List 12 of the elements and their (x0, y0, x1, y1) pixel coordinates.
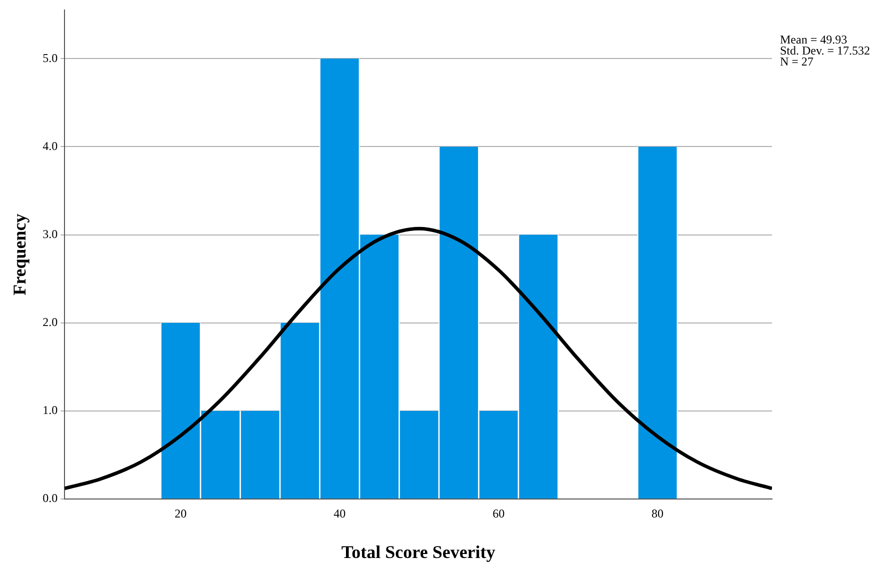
x-axis-title: Total Score Severity (341, 542, 496, 562)
y-tick-label: 2.0 (42, 315, 58, 330)
x-tick-label: 40 (334, 506, 346, 520)
y-tick-label: 5.0 (42, 50, 58, 65)
x-tick-label: 20 (174, 506, 187, 520)
y-tick-label: 3.0 (42, 226, 58, 241)
y-axis-title: Frequency (9, 214, 30, 296)
x-tick-label: 60 (492, 506, 505, 520)
x-tick-label: 80 (652, 506, 664, 520)
y-tick-label: 0.0 (42, 491, 58, 506)
y-tick-label: 4.0 (42, 138, 58, 153)
y-tick-label: 1.0 (42, 403, 58, 418)
